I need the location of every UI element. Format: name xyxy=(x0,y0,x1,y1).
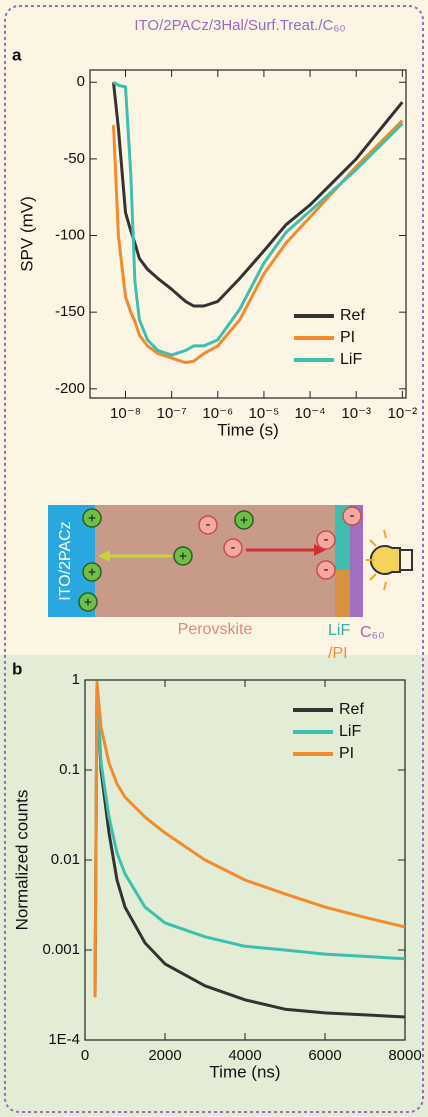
y-tick-label: 0.01 xyxy=(51,851,80,868)
x-tick-label: 6000 xyxy=(308,1047,341,1064)
legend-label: PI xyxy=(339,745,354,762)
x-tick-label: 10⁻³ xyxy=(341,405,371,422)
hole-arrowhead xyxy=(98,550,110,562)
hole-sign: + xyxy=(88,510,96,526)
x-tick-label: 10⁻⁶ xyxy=(202,405,233,422)
x-tick-label: 10⁻⁴ xyxy=(295,405,326,422)
y-tick-label: -50 xyxy=(63,150,85,167)
electron xyxy=(223,538,243,558)
hole xyxy=(234,510,254,530)
x-tick-label: 10⁻⁵ xyxy=(249,405,280,422)
electron-sign: - xyxy=(324,561,329,578)
hole-sign: + xyxy=(240,512,248,528)
y-tick-label: -150 xyxy=(55,303,85,320)
x-tick-label: 4000 xyxy=(228,1047,261,1064)
electron-sign: - xyxy=(350,507,355,524)
y-tick-label: 1E-4 xyxy=(48,1031,80,1048)
x-tick-label: 10⁻⁷ xyxy=(157,405,187,422)
panel-label: b xyxy=(12,659,22,678)
legend-label: Ref xyxy=(340,307,365,324)
legend-label: Ref xyxy=(339,701,364,718)
htl-label: ITO/2PACz xyxy=(57,521,74,600)
pi-layer xyxy=(335,570,350,617)
hole-sign: + xyxy=(88,564,96,580)
series-line xyxy=(112,81,404,357)
y-axis-label: Normalized counts xyxy=(12,790,31,931)
electron-sign: - xyxy=(324,531,329,548)
c60-layer xyxy=(350,505,363,617)
c60-label: C₆₀ xyxy=(360,624,385,641)
hole-sign: + xyxy=(179,548,187,564)
y-tick-label: -100 xyxy=(55,227,85,244)
series-line xyxy=(112,119,404,365)
series-line xyxy=(93,682,406,998)
hole xyxy=(82,562,102,582)
lif-label: LiF xyxy=(328,622,350,639)
hole xyxy=(173,546,193,566)
plot-frame xyxy=(89,69,407,399)
legend-label: PI xyxy=(340,329,355,346)
hole xyxy=(82,508,102,528)
x-tick-label: 10⁻² xyxy=(388,405,418,422)
figure-title: ITO/2PACz/3Hal/Surf.Treat./C₆₀ xyxy=(134,17,345,34)
x-axis-label: Time (ns) xyxy=(209,1062,280,1081)
y-tick-label: -200 xyxy=(55,380,85,397)
electron xyxy=(342,506,362,526)
panel-label: a xyxy=(12,45,22,64)
x-tick-label: 8000 xyxy=(388,1047,421,1064)
y-tick-label: 0.001 xyxy=(42,941,80,958)
series-line xyxy=(112,82,404,308)
pi-label: /PI xyxy=(328,645,348,662)
hole-sign: + xyxy=(84,594,92,610)
series-line xyxy=(93,680,406,998)
electron-sign: - xyxy=(231,539,236,556)
electron-sign: - xyxy=(206,516,211,533)
y-tick-label: 0.1 xyxy=(59,761,80,778)
x-tick-label: 2000 xyxy=(148,1047,181,1064)
x-tick-label: 0 xyxy=(81,1047,89,1064)
electron xyxy=(316,530,336,550)
frame xyxy=(4,5,424,1113)
y-tick-label: 0 xyxy=(77,73,85,90)
legend-label: LiF xyxy=(339,723,361,740)
electron xyxy=(198,515,218,535)
legend-label: LiF xyxy=(340,351,362,368)
electron-arrowhead xyxy=(314,544,326,556)
x-axis-label: Time (s) xyxy=(217,420,279,439)
light-bulb xyxy=(366,529,413,591)
x-tick-label: 10⁻⁸ xyxy=(110,405,141,422)
electron xyxy=(316,560,336,580)
hole xyxy=(78,592,98,612)
perovskite-label: Perovskite xyxy=(178,621,253,638)
y-tick-label: 1 xyxy=(72,671,80,688)
y-axis-label: SPV (mV) xyxy=(17,196,36,272)
